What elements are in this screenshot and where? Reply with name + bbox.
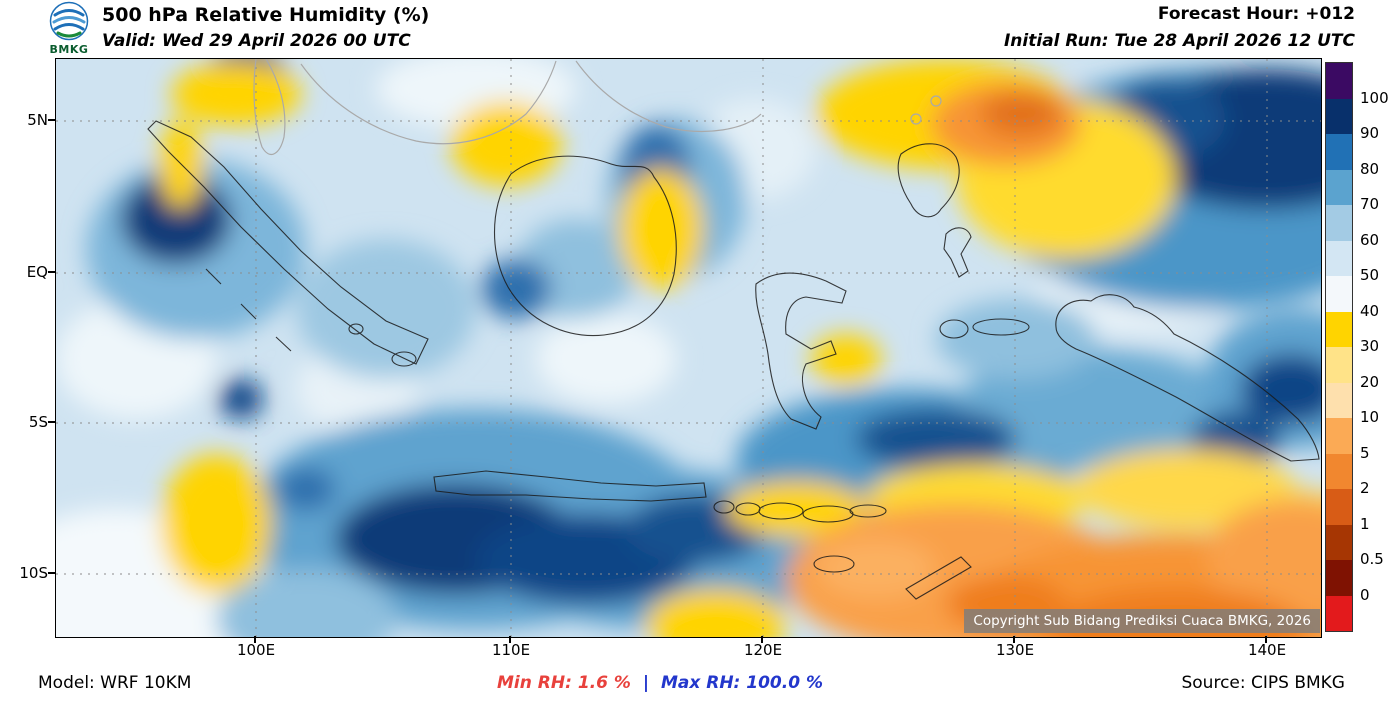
- colorbar: [1325, 62, 1353, 632]
- rh-contour-field: [56, 59, 1321, 637]
- bmkg-logo-icon: [49, 1, 89, 41]
- axis-tick: [48, 119, 55, 121]
- valid-time-label: Valid: Wed 29 April 2026 00 UTC: [102, 31, 411, 51]
- colorbar-label: 0: [1360, 585, 1370, 604]
- max-rh-value: 100.0 %: [746, 673, 823, 693]
- axis-tick: [761, 636, 763, 643]
- colorbar-label: 20: [1360, 372, 1380, 391]
- lon-label-140e: 140E: [1247, 641, 1287, 659]
- colorbar-label: 70: [1360, 195, 1380, 213]
- axis-tick: [48, 572, 55, 574]
- axis-tick: [254, 636, 256, 643]
- colorbar-segment: [1326, 63, 1352, 99]
- colorbar-segment: [1326, 489, 1352, 525]
- bmkg-logo: BMKG: [40, 1, 98, 56]
- colorbar-label: 30: [1360, 337, 1380, 355]
- lat-label-5s: 5S: [28, 413, 48, 431]
- colorbar-segment: [1326, 205, 1352, 241]
- mainland-coastlines: [253, 59, 942, 156]
- colorbar-segment: [1326, 169, 1352, 205]
- colorbar-segment: [1326, 418, 1352, 454]
- colorbar-segment: [1326, 453, 1352, 489]
- colorbar-segment: [1326, 524, 1352, 560]
- model-label: Model: WRF 10KM: [38, 673, 192, 693]
- lat-label-5n: 5N: [27, 111, 48, 129]
- min-max-separator: |: [642, 673, 650, 693]
- colorbar-label: 50: [1360, 266, 1380, 284]
- colorbar-segment: [1326, 98, 1352, 134]
- axis-tick: [509, 636, 511, 643]
- colorbar-label: 90: [1360, 124, 1380, 142]
- axis-tick: [48, 421, 55, 423]
- page-title: 500 hPa Relative Humidity (%): [102, 4, 430, 26]
- forecast-hour-label: Forecast Hour: +012: [1157, 4, 1355, 24]
- lat-label-eq: EQ: [26, 263, 48, 281]
- graticule: [56, 59, 1321, 637]
- lon-label-110e: 110E: [491, 641, 531, 659]
- colorbar-segment: [1326, 595, 1352, 631]
- colorbar-label: 10: [1360, 408, 1380, 426]
- colorbar-label: 100: [1360, 88, 1389, 107]
- colorbar-segment: [1326, 311, 1352, 347]
- colorbar-label: 5: [1360, 443, 1370, 462]
- colorbar-label: 2: [1360, 479, 1370, 497]
- rh-field-map: Copyright Sub Bidang Prediksi Cuaca BMKG…: [55, 58, 1322, 638]
- max-rh-label: Max RH:: [660, 673, 741, 693]
- colorbar-label: 1: [1360, 514, 1370, 533]
- initial-run-label: Initial Run: Tue 28 April 2026 12 UTC: [1003, 31, 1355, 51]
- colorbar-segment: [1326, 382, 1352, 418]
- source-label: Source: CIPS BMKG: [1181, 673, 1345, 693]
- axis-tick: [48, 271, 55, 273]
- colorbar-label: 80: [1360, 159, 1380, 178]
- colorbar-label: 0.5: [1360, 550, 1384, 568]
- colorbar-labels: 100 90 80 70 60 50 40 30 20 10 5 2 1 0.5 0: [1360, 62, 1398, 630]
- min-max-rh: Min RH: 1.6 % | Max RH: 100.0 %: [0, 673, 1320, 693]
- island-coastlines: [147, 120, 1320, 600]
- axis-tick: [1265, 636, 1267, 643]
- lon-label-100e: 100E: [236, 641, 276, 659]
- lon-label-120e: 120E: [743, 641, 783, 659]
- colorbar-label: 40: [1360, 301, 1380, 320]
- axis-tick: [1013, 636, 1015, 643]
- colorbar-segment: [1326, 240, 1352, 276]
- colorbar-segment: [1326, 347, 1352, 383]
- colorbar-segment: [1326, 134, 1352, 170]
- min-rh-label: Min RH:: [497, 673, 572, 693]
- min-rh-value: 1.6 %: [577, 673, 631, 693]
- copyright-overlay: Copyright Sub Bidang Prediksi Cuaca BMKG…: [964, 609, 1320, 633]
- colorbar-segment: [1326, 276, 1352, 312]
- colorbar-segment: [1326, 560, 1352, 596]
- lat-label-10s: 10S: [19, 564, 48, 582]
- bmkg-logo-label: BMKG: [49, 43, 89, 56]
- lon-label-130e: 130E: [995, 641, 1035, 659]
- colorbar-label: 60: [1360, 230, 1380, 249]
